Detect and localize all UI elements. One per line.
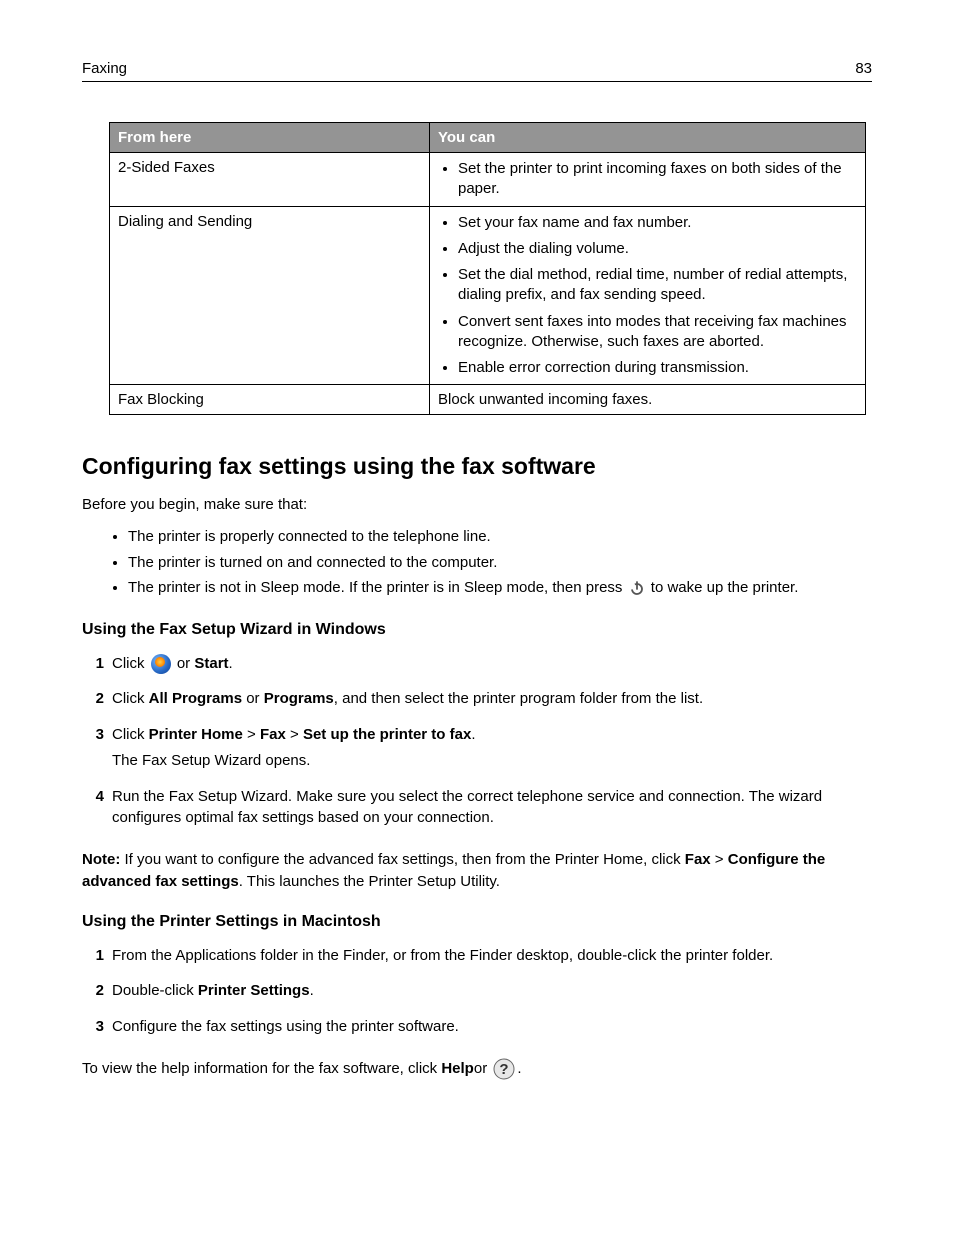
start-orb-icon bbox=[151, 654, 171, 674]
cell-left: Dialing and Sending bbox=[110, 206, 430, 385]
step-item: 3 Configure the fax settings using the p… bbox=[82, 1016, 872, 1042]
mac-heading: Using the Printer Settings in Macintosh bbox=[82, 913, 872, 931]
step-number: 1 bbox=[82, 945, 104, 967]
table-header-from-here: From here bbox=[110, 123, 430, 153]
prereq-item: The printer is not in Sleep mode. If the… bbox=[128, 575, 872, 601]
step-item: 3 Click Printer Home > Fax > Set up the … bbox=[82, 724, 872, 776]
mac-steps: 1 From the Applications folder in the Fi… bbox=[82, 945, 872, 1042]
step-item: 2 Click All Programs or Programs, and th… bbox=[82, 688, 872, 714]
step-item: 1 Click or Start. bbox=[82, 653, 872, 679]
table-bullet: Enable error correction during transmiss… bbox=[458, 358, 857, 378]
note-paragraph: Note: If you want to configure the advan… bbox=[82, 849, 872, 893]
windows-heading: Using the Fax Setup Wizard in Windows bbox=[82, 621, 872, 639]
table-bullet: Set the dial method, redial time, number… bbox=[458, 265, 857, 306]
header-section: Faxing bbox=[82, 60, 127, 77]
table-bullet: Set your fax name and fax number. bbox=[458, 213, 857, 233]
power-icon bbox=[629, 580, 645, 596]
table-bullet: Convert sent faxes into modes that recei… bbox=[458, 312, 857, 353]
cell-right: Set your fax name and fax number. Adjust… bbox=[430, 206, 866, 385]
prereq-item: The printer is turned on and connected t… bbox=[128, 550, 872, 576]
windows-steps: 1 Click or Start. 2 Click All Programs o… bbox=[82, 653, 872, 834]
cell-right: Set the printer to print incoming faxes … bbox=[430, 153, 866, 207]
svg-text:?: ? bbox=[500, 1061, 509, 1078]
cell-left: 2-Sided Faxes bbox=[110, 153, 430, 207]
step-number: 2 bbox=[82, 688, 104, 710]
step-number: 3 bbox=[82, 1016, 104, 1038]
help-footer: To view the help information for the fax… bbox=[82, 1058, 872, 1080]
prereq-item: The printer is properly connected to the… bbox=[128, 524, 872, 550]
cell-left: Fax Blocking bbox=[110, 385, 430, 415]
section-heading: Configuring fax settings using the fax s… bbox=[82, 453, 872, 480]
help-icon: ? bbox=[493, 1058, 515, 1080]
prereq-list: The printer is properly connected to the… bbox=[82, 524, 872, 601]
table-header-you-can: You can bbox=[430, 123, 866, 153]
header-page-number: 83 bbox=[855, 60, 872, 77]
table-bullet: Adjust the dialing volume. bbox=[458, 239, 857, 259]
step-number: 3 bbox=[82, 724, 104, 746]
step-number: 1 bbox=[82, 653, 104, 675]
page-header: Faxing 83 bbox=[82, 60, 872, 82]
step-item: 2 Double-click Printer Settings. bbox=[82, 980, 872, 1006]
cell-right: Block unwanted incoming faxes. bbox=[430, 385, 866, 415]
settings-table: From here You can 2-Sided Faxes Set the … bbox=[109, 122, 866, 415]
step-number: 2 bbox=[82, 980, 104, 1002]
step-number: 4 bbox=[82, 786, 104, 808]
table-row: 2-Sided Faxes Set the printer to print i… bbox=[110, 153, 866, 207]
step-item: 1 From the Applications folder in the Fi… bbox=[82, 945, 872, 971]
intro-text: Before you begin, make sure that: bbox=[82, 494, 872, 516]
table-row: Dialing and Sending Set your fax name an… bbox=[110, 206, 866, 385]
table-row: Fax Blocking Block unwanted incoming fax… bbox=[110, 385, 866, 415]
table-bullet: Set the printer to print incoming faxes … bbox=[458, 159, 857, 200]
step-item: 4 Run the Fax Setup Wizard. Make sure yo… bbox=[82, 786, 872, 834]
